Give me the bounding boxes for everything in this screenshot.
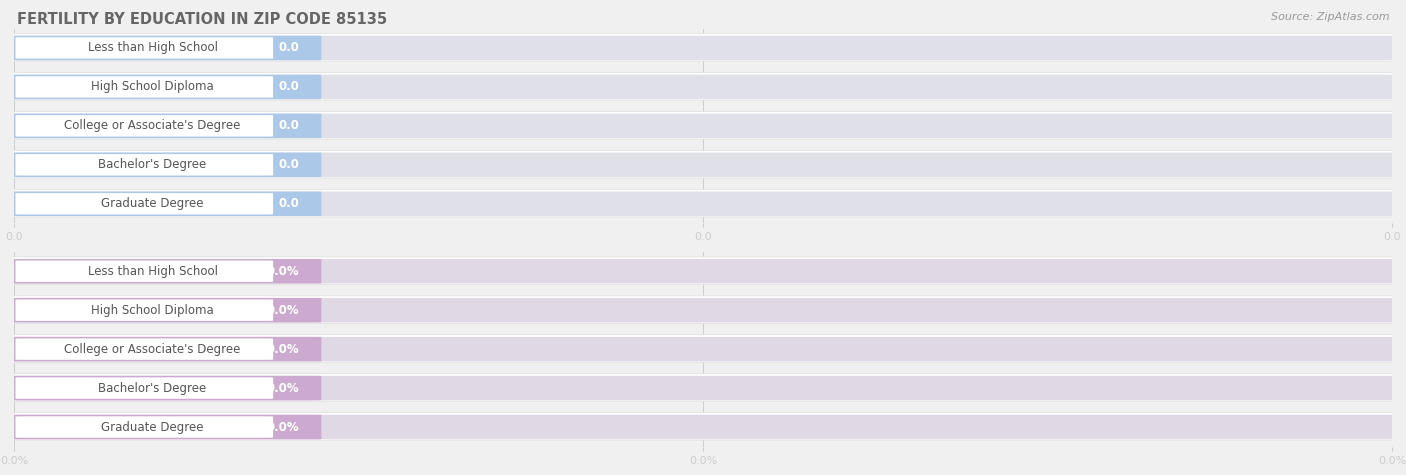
Text: 0.0: 0.0 <box>278 119 299 133</box>
FancyBboxPatch shape <box>3 335 1403 362</box>
FancyBboxPatch shape <box>15 377 273 399</box>
FancyBboxPatch shape <box>3 413 1403 440</box>
FancyBboxPatch shape <box>11 152 1395 177</box>
FancyBboxPatch shape <box>11 298 322 323</box>
Text: 0.0: 0.0 <box>278 158 299 171</box>
FancyBboxPatch shape <box>3 73 1403 100</box>
Text: 0.0%: 0.0% <box>267 304 299 317</box>
Text: 0.0: 0.0 <box>278 41 299 55</box>
Text: Less than High School: Less than High School <box>87 41 218 55</box>
Text: Bachelor's Degree: Bachelor's Degree <box>98 381 207 395</box>
FancyBboxPatch shape <box>15 260 273 282</box>
FancyBboxPatch shape <box>15 416 273 438</box>
Text: Graduate Degree: Graduate Degree <box>101 420 204 434</box>
FancyBboxPatch shape <box>3 151 1403 178</box>
Text: 0.0%: 0.0% <box>267 342 299 356</box>
FancyBboxPatch shape <box>11 152 322 177</box>
FancyBboxPatch shape <box>3 257 1403 285</box>
FancyBboxPatch shape <box>11 298 1395 323</box>
FancyBboxPatch shape <box>15 299 273 321</box>
FancyBboxPatch shape <box>3 112 1403 139</box>
FancyBboxPatch shape <box>15 338 273 360</box>
FancyBboxPatch shape <box>3 296 1403 323</box>
FancyBboxPatch shape <box>11 36 322 60</box>
Text: High School Diploma: High School Diploma <box>91 304 214 317</box>
FancyBboxPatch shape <box>11 415 322 439</box>
FancyBboxPatch shape <box>11 376 322 400</box>
Text: College or Associate's Degree: College or Associate's Degree <box>65 342 240 356</box>
FancyBboxPatch shape <box>11 376 1395 400</box>
Text: 0.0: 0.0 <box>278 197 299 210</box>
Text: 0.0%: 0.0% <box>267 381 299 395</box>
FancyBboxPatch shape <box>11 259 1395 284</box>
FancyBboxPatch shape <box>3 374 1403 401</box>
FancyBboxPatch shape <box>11 337 1395 361</box>
FancyBboxPatch shape <box>11 415 1395 439</box>
FancyBboxPatch shape <box>11 75 1395 99</box>
FancyBboxPatch shape <box>3 190 1403 217</box>
FancyBboxPatch shape <box>15 115 273 137</box>
FancyBboxPatch shape <box>11 36 1395 60</box>
Text: College or Associate's Degree: College or Associate's Degree <box>65 119 240 133</box>
Text: Bachelor's Degree: Bachelor's Degree <box>98 158 207 171</box>
FancyBboxPatch shape <box>11 337 322 361</box>
Text: Less than High School: Less than High School <box>87 265 218 278</box>
Text: 0.0%: 0.0% <box>267 420 299 434</box>
FancyBboxPatch shape <box>11 191 322 216</box>
Text: High School Diploma: High School Diploma <box>91 80 214 94</box>
FancyBboxPatch shape <box>11 114 1395 138</box>
Text: Source: ZipAtlas.com: Source: ZipAtlas.com <box>1271 12 1389 22</box>
FancyBboxPatch shape <box>15 154 273 176</box>
FancyBboxPatch shape <box>11 114 322 138</box>
FancyBboxPatch shape <box>15 76 273 98</box>
Text: Graduate Degree: Graduate Degree <box>101 197 204 210</box>
FancyBboxPatch shape <box>11 75 322 99</box>
FancyBboxPatch shape <box>11 191 1395 216</box>
Text: FERTILITY BY EDUCATION IN ZIP CODE 85135: FERTILITY BY EDUCATION IN ZIP CODE 85135 <box>17 12 387 27</box>
FancyBboxPatch shape <box>11 259 322 284</box>
FancyBboxPatch shape <box>3 34 1403 61</box>
FancyBboxPatch shape <box>15 193 273 215</box>
Text: 0.0%: 0.0% <box>267 265 299 278</box>
Text: 0.0: 0.0 <box>278 80 299 94</box>
FancyBboxPatch shape <box>15 37 273 59</box>
